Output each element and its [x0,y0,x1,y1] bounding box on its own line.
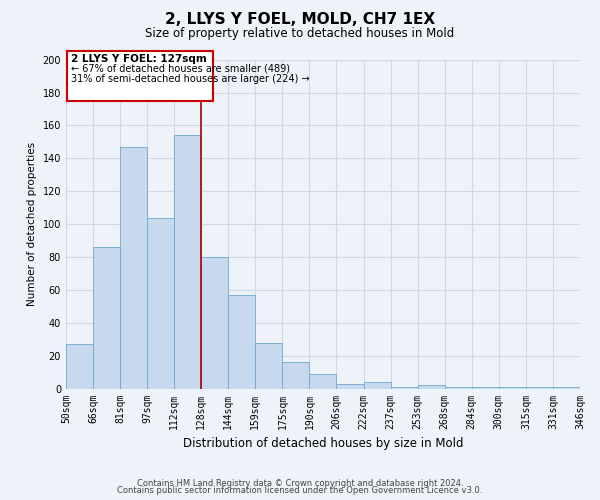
Bar [174,136,201,388]
Text: Size of property relative to detached houses in Mold: Size of property relative to detached ho… [145,28,455,40]
Text: Contains HM Land Registry data © Crown copyright and database right 2024.: Contains HM Land Registry data © Crown c… [137,478,463,488]
Bar [67,52,214,100]
Bar [256,342,283,388]
Bar [66,344,93,389]
Bar [526,387,553,388]
Bar [147,218,174,388]
Text: 2, LLYS Y FOEL, MOLD, CH7 1EX: 2, LLYS Y FOEL, MOLD, CH7 1EX [165,12,435,28]
Bar [391,387,418,388]
Bar [445,387,472,388]
Text: 31% of semi-detached houses are larger (224) →: 31% of semi-detached houses are larger (… [71,74,310,84]
Bar [337,384,364,388]
Bar [283,362,310,388]
Text: 2 LLYS Y FOEL: 127sqm: 2 LLYS Y FOEL: 127sqm [71,54,207,64]
Bar [499,387,526,388]
Bar [364,382,391,388]
Bar [418,386,445,388]
Bar [228,295,256,388]
Bar [553,387,580,388]
Bar [120,147,147,388]
X-axis label: Distribution of detached houses by size in Mold: Distribution of detached houses by size … [183,437,463,450]
Bar [93,247,120,388]
Text: Contains public sector information licensed under the Open Government Licence v3: Contains public sector information licen… [118,486,482,495]
Y-axis label: Number of detached properties: Number of detached properties [27,142,37,306]
Bar [472,387,499,388]
Bar [201,257,228,388]
Bar [310,374,337,388]
Text: ← 67% of detached houses are smaller (489): ← 67% of detached houses are smaller (48… [71,64,290,74]
